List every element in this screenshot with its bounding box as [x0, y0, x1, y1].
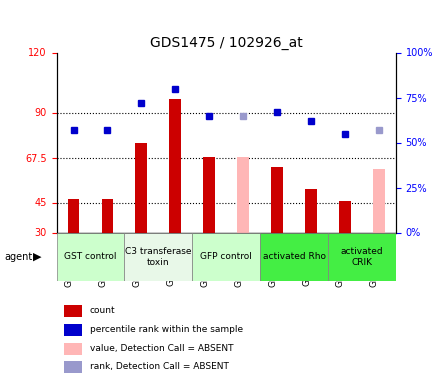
Bar: [270, 166, 283, 232]
Bar: [237, 156, 249, 232]
Text: activated
CRIK: activated CRIK: [340, 247, 382, 267]
Bar: [64, 305, 82, 317]
Bar: [169, 99, 181, 232]
Bar: [372, 168, 384, 232]
Bar: [64, 324, 82, 336]
Title: GDS1475 / 102926_at: GDS1475 / 102926_at: [149, 36, 302, 50]
Text: C3 transferase
toxin: C3 transferase toxin: [125, 247, 191, 267]
FancyBboxPatch shape: [327, 232, 395, 281]
Bar: [203, 156, 215, 232]
Bar: [67, 198, 79, 232]
Text: GST control: GST control: [64, 252, 116, 261]
Text: value, Detection Call = ABSENT: value, Detection Call = ABSENT: [90, 344, 233, 353]
Text: agent: agent: [4, 252, 33, 262]
Bar: [135, 142, 147, 232]
Text: count: count: [90, 306, 115, 315]
FancyBboxPatch shape: [192, 232, 260, 281]
Text: ▶: ▶: [33, 252, 41, 262]
Text: rank, Detection Call = ABSENT: rank, Detection Call = ABSENT: [90, 362, 228, 371]
Bar: [101, 198, 113, 232]
Text: activated Rho: activated Rho: [262, 252, 325, 261]
Bar: [64, 343, 82, 355]
Bar: [64, 361, 82, 374]
FancyBboxPatch shape: [124, 232, 192, 281]
Bar: [338, 201, 350, 232]
Text: percentile rank within the sample: percentile rank within the sample: [90, 325, 243, 334]
FancyBboxPatch shape: [56, 232, 124, 281]
Bar: [304, 189, 316, 232]
Text: GFP control: GFP control: [200, 252, 252, 261]
FancyBboxPatch shape: [260, 232, 327, 281]
